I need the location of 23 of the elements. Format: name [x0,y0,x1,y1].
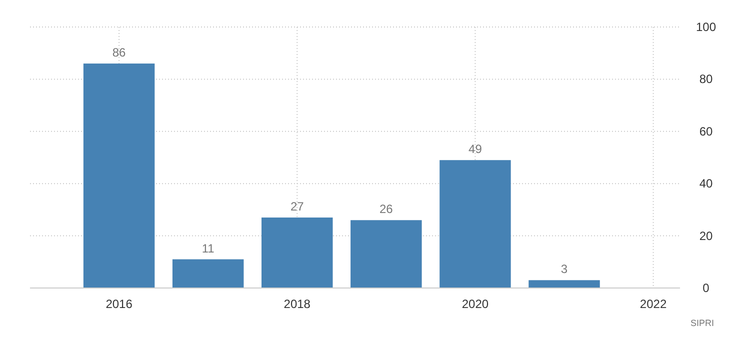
y-tick-label: 80 [699,72,713,86]
y-tick-label: 60 [699,124,713,138]
data-label: 86 [112,46,126,60]
y-tick-label: 0 [702,281,710,295]
y-tick-label: 40 [699,176,713,191]
x-tick-label: 2022 [640,297,667,311]
data-label: 49 [468,142,482,156]
x-tick-label: 2016 [106,297,133,311]
bar [350,220,422,288]
data-label: 26 [379,202,394,216]
bar [440,160,511,288]
bar [262,218,333,288]
y-tick-label: 100 [696,20,716,34]
y-tick-label: 20 [699,228,713,243]
x-tick-label: 2018 [284,297,311,311]
bar [83,64,155,288]
data-label: 11 [202,241,215,256]
bar [528,280,600,288]
text: SIPRI [690,318,714,328]
data-label: 3 [560,262,568,276]
data-label: 27 [290,200,304,214]
bar [172,259,244,288]
x-tick-label: 2020 [462,297,489,311]
